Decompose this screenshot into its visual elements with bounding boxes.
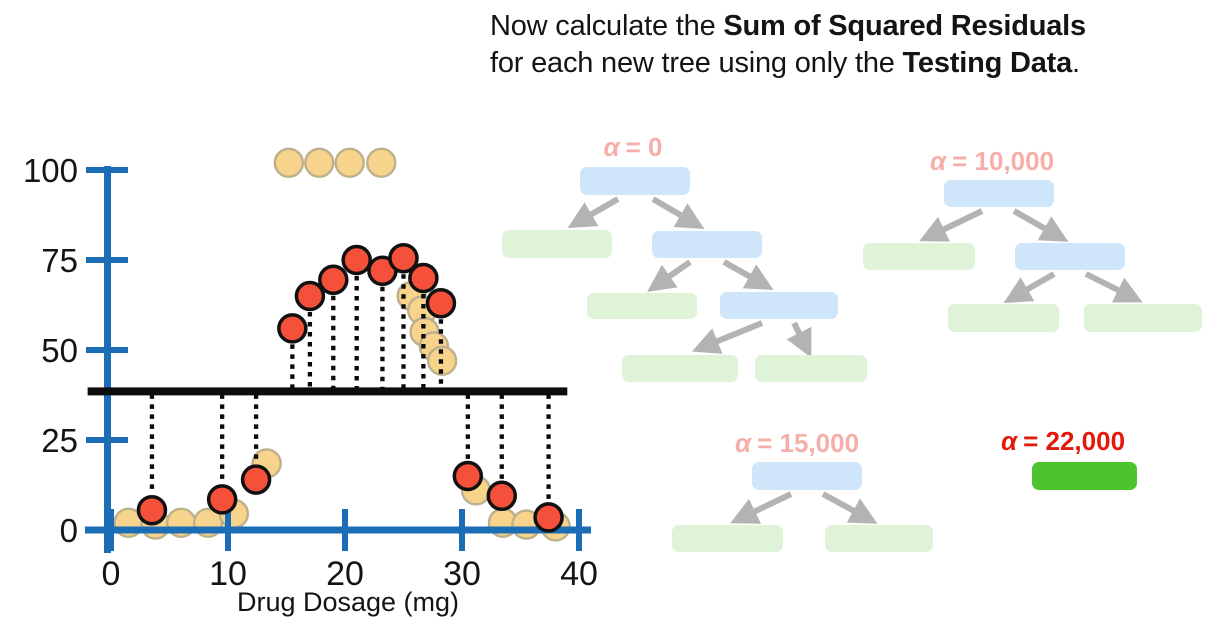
tree-node-internal [752, 462, 862, 490]
tree-node-leaf [755, 355, 867, 382]
testing-point [388, 242, 419, 274]
alpha-0-label: α = 0 [603, 132, 663, 162]
testing-point [206, 484, 238, 515]
tree-node-leaf [622, 355, 738, 382]
x-tick-label: 40 [560, 555, 598, 593]
tree-arrow [1003, 271, 1056, 303]
testing-point [341, 244, 372, 276]
instruction-text: Now calculate the Sum of Squared Residua… [490, 8, 1170, 82]
tree-arrow [722, 259, 774, 290]
training-point [366, 147, 397, 179]
x-tick-label: 0 [102, 555, 121, 593]
tree-node-internal [1015, 243, 1125, 270]
testing-point [533, 502, 564, 533]
tree-arrow [647, 259, 692, 292]
testing-point [136, 494, 168, 526]
testing-point [425, 287, 457, 319]
tree-arrow [1012, 208, 1069, 242]
tree-node-internal [944, 180, 1054, 207]
y-tick-label: 50 [41, 332, 78, 369]
tree-node-internal [720, 292, 838, 319]
testing-point [408, 262, 439, 294]
tree-arrow [730, 491, 793, 524]
y-tick-label: 25 [41, 422, 78, 459]
x-tick-label: 10 [209, 555, 247, 593]
training-point [273, 147, 305, 179]
tree-node-leaf [825, 525, 933, 552]
tree-node-internal [652, 231, 762, 258]
testing-point [318, 264, 349, 296]
tree-node-leaf [587, 293, 697, 319]
x-tick-label: 20 [326, 555, 364, 593]
testing-point [240, 464, 272, 495]
alpha-22000-label: α = 22,000 [1000, 426, 1126, 456]
training-point [334, 147, 365, 179]
tree-arrow [567, 196, 620, 228]
x-tick-label: 30 [443, 555, 481, 593]
x-axis-title: Drug Dosage (mg) [237, 587, 459, 617]
tree-node-internal [580, 167, 690, 195]
y-tick-label: 100 [23, 152, 78, 189]
instruction-line-1: Now calculate the Sum of Squared Residua… [490, 10, 1086, 42]
instruction-line-2: for each new tree using only the Testing… [490, 47, 1080, 79]
testing-point [294, 280, 326, 312]
tree-arrow [821, 491, 878, 524]
y-tick-label: 75 [41, 242, 78, 279]
alpha-10000-label: α = 10,000 [929, 146, 1055, 176]
tree-arrow [919, 208, 984, 242]
tree-arrow [651, 196, 705, 230]
alpha-15000-label: α = 15,000 [734, 428, 860, 458]
tree-node-leaf-selected [1032, 462, 1137, 490]
testing-point [277, 313, 308, 344]
tree-arrow [1084, 271, 1143, 303]
tree-node-leaf [863, 243, 975, 270]
tree-arrow [786, 321, 812, 358]
y-tick-label: 0 [60, 512, 78, 549]
tree-node-leaf [502, 230, 612, 258]
testing-point [486, 480, 518, 512]
tree-arrow [691, 320, 764, 354]
tree-node-leaf [672, 525, 783, 552]
tree-node-leaf [1084, 304, 1202, 332]
tree-node-leaf [948, 304, 1059, 332]
testing-point [452, 460, 484, 492]
training-point [304, 147, 335, 179]
